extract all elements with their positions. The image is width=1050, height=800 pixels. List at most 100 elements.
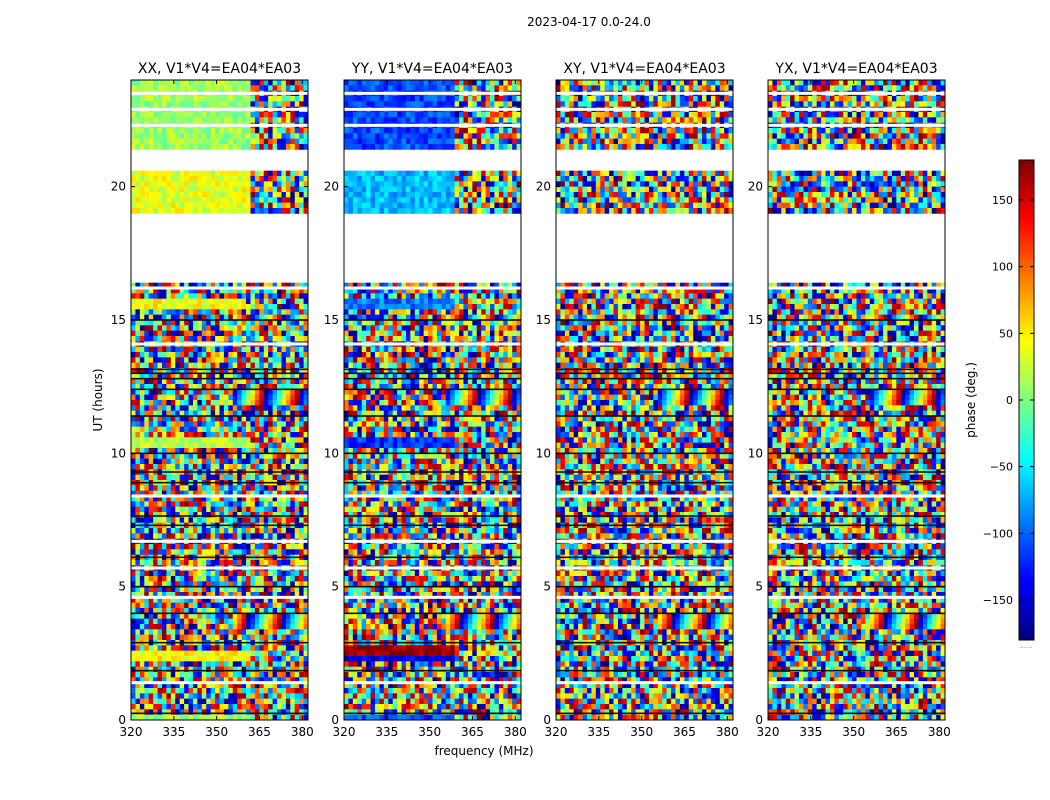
heatmap-cell — [201, 144, 207, 150]
heatmap-cell — [445, 96, 451, 102]
heatmap-cell — [277, 192, 282, 198]
heatmap-cell — [241, 453, 247, 460]
heatmap-cell — [157, 570, 163, 577]
heatmap-cell — [157, 501, 163, 508]
heatmap-cell — [281, 362, 287, 369]
heatmap-cell — [188, 304, 194, 310]
heatmap-cell — [294, 176, 300, 182]
heatmap-cell — [277, 544, 282, 550]
heatmap-cell — [197, 704, 203, 710]
heatmap-cell — [246, 533, 251, 540]
heatmap-cell — [299, 304, 304, 310]
heatmap-cell — [268, 101, 273, 108]
heatmap-cell — [153, 650, 158, 657]
heatmap-cell — [259, 400, 265, 406]
heatmap-cell — [294, 314, 300, 321]
heatmap-cell — [201, 672, 207, 678]
heatmap-cell — [241, 192, 247, 198]
heatmap-cell — [485, 101, 491, 108]
heatmap-cell — [144, 405, 150, 412]
heatmap-cell — [281, 346, 287, 353]
heatmap-cell — [139, 597, 145, 604]
heatmap-cell — [512, 85, 517, 92]
heatmap-cell — [139, 410, 145, 417]
heatmap-cell — [299, 581, 304, 588]
heatmap-cell — [153, 586, 158, 593]
heatmap-cell — [157, 704, 163, 710]
heatmap-cell — [423, 138, 429, 145]
heatmap-cell — [299, 533, 304, 540]
heatmap-cell — [215, 325, 220, 332]
heatmap-cell — [241, 389, 247, 396]
heatmap-cell — [201, 517, 207, 524]
heatmap-cell — [175, 309, 181, 316]
heatmap-cell — [153, 629, 158, 636]
heatmap-cell — [157, 474, 163, 481]
heatmap-cell — [294, 560, 300, 566]
heatmap-cell — [285, 618, 291, 625]
heatmap-cell — [157, 618, 163, 625]
heatmap-cell — [250, 288, 256, 294]
heatmap-cell — [175, 394, 181, 401]
heatmap-cell — [259, 448, 265, 454]
heatmap-cell — [285, 101, 291, 108]
heatmap-cell — [246, 661, 251, 668]
heatmap-cell — [370, 181, 376, 188]
heatmap-cell — [419, 170, 425, 177]
heatmap-cell — [135, 682, 141, 689]
heatmap-cell — [175, 458, 181, 465]
heatmap-cell — [241, 613, 247, 620]
heatmap-cell — [170, 650, 176, 657]
heatmap-cell — [450, 144, 456, 150]
heatmap-cell — [303, 682, 308, 689]
heatmap-cell — [197, 528, 203, 534]
heatmap-cell — [268, 517, 273, 524]
heatmap-cell — [357, 101, 363, 108]
heatmap-cell — [410, 85, 416, 92]
heatmap-cell — [215, 597, 220, 604]
heatmap-cell — [459, 80, 464, 86]
heatmap-cell — [131, 208, 136, 214]
heatmap-cell — [206, 357, 212, 364]
heatmap-cell — [246, 586, 251, 593]
heatmap-cell — [294, 496, 300, 502]
heatmap-cell — [232, 405, 238, 412]
heatmap-cell — [268, 581, 273, 588]
heatmap-cell — [161, 544, 167, 550]
heatmap-cell — [131, 613, 136, 620]
heatmap-cell — [210, 186, 216, 193]
heatmap-cell — [157, 80, 163, 86]
heatmap-cell — [481, 170, 486, 177]
heatmap-cell — [254, 288, 260, 294]
heatmap-cell — [254, 682, 260, 689]
heatmap-cell — [175, 314, 181, 321]
heatmap-cell — [215, 288, 220, 294]
heatmap-cell — [201, 112, 207, 118]
heatmap-cell — [179, 672, 185, 678]
heatmap-cell — [188, 618, 194, 625]
heatmap-cell — [419, 85, 425, 92]
heatmap-cell — [294, 85, 300, 92]
heatmap-cell — [516, 197, 521, 204]
heatmap-cell — [272, 352, 278, 358]
heatmap-cell — [144, 533, 150, 540]
heatmap-cell — [459, 186, 464, 193]
heatmap-cell — [303, 128, 308, 134]
heatmap-cell — [197, 512, 203, 518]
heatmap-cell — [263, 645, 269, 652]
heatmap-cell — [161, 688, 167, 694]
heatmap-cell — [135, 490, 141, 497]
heatmap-cell — [215, 453, 220, 460]
heatmap-cell — [175, 549, 181, 556]
heatmap-cell — [299, 656, 304, 662]
heatmap-cell — [241, 709, 247, 716]
heatmap-cell — [254, 650, 260, 657]
heatmap-cell — [352, 112, 358, 118]
heatmap-cell — [166, 560, 172, 566]
heatmap-cell — [414, 181, 420, 188]
heatmap-cell — [161, 506, 167, 513]
heatmap-cell — [184, 378, 189, 385]
heatmap-cell — [237, 309, 243, 316]
heatmap-cell — [223, 346, 229, 353]
heatmap-cell — [303, 293, 308, 300]
